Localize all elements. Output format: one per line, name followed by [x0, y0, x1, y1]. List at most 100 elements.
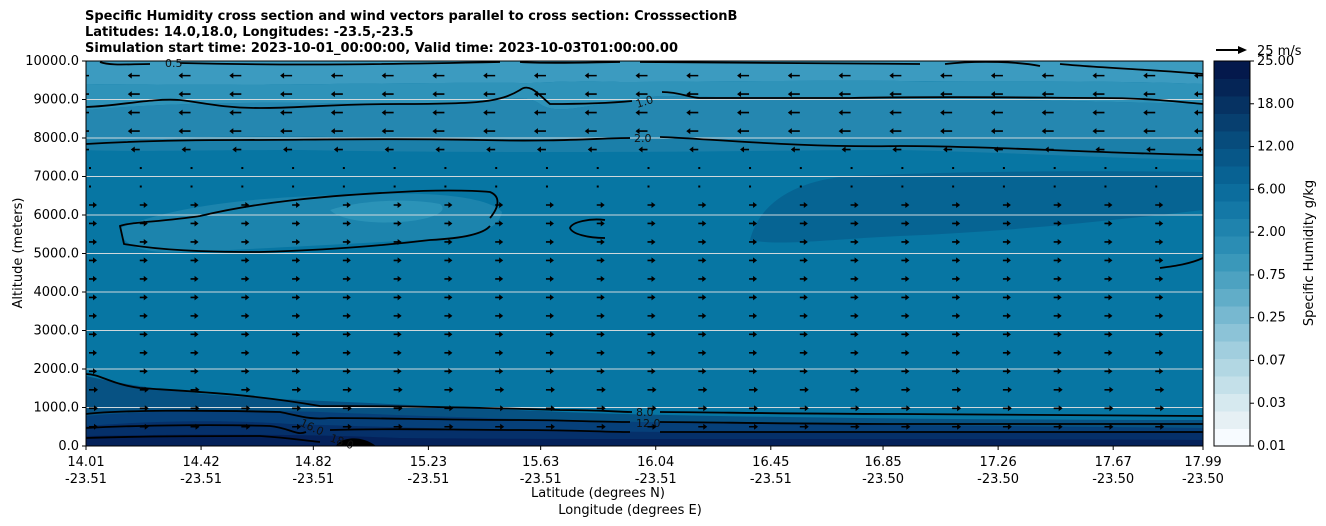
wind-vector	[1104, 220, 1113, 227]
wind-vector	[292, 386, 302, 393]
y-tick-label-3: 3000.0	[34, 324, 80, 339]
x-tick-label-lat-10: 17.99	[1184, 455, 1221, 470]
colorbar-band-10	[1214, 253, 1250, 272]
wind-vector	[1095, 146, 1105, 153]
contour-label-8-0: 12.0	[636, 417, 661, 430]
wind-vectors	[86, 72, 1214, 430]
wind-vector	[533, 109, 546, 116]
x-tick-label-lat-6: 16.45	[752, 455, 789, 470]
wind-vector	[444, 331, 453, 338]
wind-vector	[342, 275, 351, 282]
wind-vector	[889, 72, 902, 79]
humidity-contour-lines	[86, 61, 1203, 443]
wind-vector	[901, 257, 910, 264]
wind-vector	[749, 423, 759, 430]
wind-vector	[495, 368, 504, 375]
wind-vector	[990, 91, 1003, 98]
wind-vector	[130, 146, 140, 153]
y-tick-label-2: 2000.0	[34, 362, 80, 377]
wind-vector	[342, 405, 352, 412]
wind-vector	[241, 185, 244, 188]
wind-vector	[86, 130, 89, 132]
colorbar-band-1	[1214, 411, 1250, 429]
wind-vector	[647, 331, 656, 338]
wind-vector	[740, 146, 750, 153]
wind-vector	[342, 331, 351, 338]
wind-vector	[495, 220, 504, 227]
wind-vector	[190, 257, 199, 264]
contour-line-1-0	[86, 86, 1203, 109]
colorbar-band-19	[1214, 96, 1250, 114]
wind-vector	[139, 220, 148, 227]
wind-vector	[892, 146, 902, 153]
wind-vector	[495, 405, 505, 412]
wind-vector	[799, 275, 808, 282]
wind-vector	[393, 257, 402, 264]
wind-vector	[1104, 368, 1113, 375]
wind-vector	[952, 349, 961, 356]
wind-vector	[444, 185, 447, 188]
wind-vector	[1053, 312, 1062, 319]
wind-vector	[444, 238, 453, 245]
wind-vector	[190, 201, 199, 208]
wind-vector	[596, 201, 605, 208]
wind-vector	[596, 275, 605, 282]
wind-vector	[596, 331, 605, 338]
wind-vector	[647, 220, 656, 227]
wind-vector	[952, 220, 961, 227]
wind-vector	[444, 312, 453, 319]
wind-vector	[1155, 294, 1164, 301]
colorbar-tick-label-9: 25.00	[1257, 54, 1294, 69]
grid-lines	[86, 99, 1203, 408]
wind-vector	[444, 275, 453, 282]
wind-vector	[342, 294, 351, 301]
wind-vector	[495, 294, 504, 301]
wind-vector	[749, 386, 759, 393]
wind-vector	[838, 72, 851, 79]
wind-vector	[1155, 349, 1164, 356]
wind-vector	[1053, 349, 1062, 356]
wind-vector	[292, 294, 301, 301]
wind-vector	[435, 146, 445, 153]
wind-vector	[698, 405, 708, 412]
wind-vector	[799, 238, 808, 245]
wind-vector	[292, 405, 302, 412]
wind-vector	[1206, 220, 1214, 226]
wind-vector	[901, 275, 910, 282]
wind-vector	[749, 167, 752, 170]
wind-vector	[749, 405, 759, 412]
x-tick-label-lat-2: 14.82	[295, 455, 332, 470]
wind-vector	[381, 128, 394, 135]
wind-vector	[737, 128, 750, 135]
colorbar-band-18	[1214, 113, 1250, 132]
wind-vector	[1041, 91, 1054, 98]
wind-vector	[241, 331, 250, 338]
wind-vector	[850, 331, 859, 338]
title-line-1: Specific Humidity cross section and wind…	[85, 9, 738, 24]
contour-line-2-0-bubble	[118, 189, 499, 253]
wind-vector	[89, 331, 97, 338]
x-tick-label-lat-9: 17.67	[1095, 455, 1132, 470]
wind-vector	[1104, 275, 1113, 282]
wind-vector	[901, 349, 910, 356]
wind-vector	[292, 423, 302, 430]
wind-vector	[432, 109, 445, 116]
wind-vector	[229, 91, 242, 98]
wind-vector	[241, 312, 250, 319]
wind-vector	[86, 148, 89, 151]
wind-vector	[190, 185, 193, 188]
wind-vector	[283, 146, 293, 153]
wind-vector	[89, 405, 98, 412]
wind-vector	[89, 368, 97, 375]
wind-vector	[393, 386, 403, 393]
wind-vector	[850, 185, 853, 188]
contour-line-2-0-upper	[86, 136, 1203, 156]
colorbar-band-16	[1214, 148, 1250, 167]
wind-vector	[1053, 275, 1062, 282]
wind-vector	[850, 275, 859, 282]
x-tick-label-lon-5: -23.51	[635, 472, 677, 487]
x-axis-label-latitude: Latitude (degrees N)	[531, 486, 665, 501]
wind-vector	[444, 405, 454, 412]
wind-vector	[89, 349, 97, 356]
